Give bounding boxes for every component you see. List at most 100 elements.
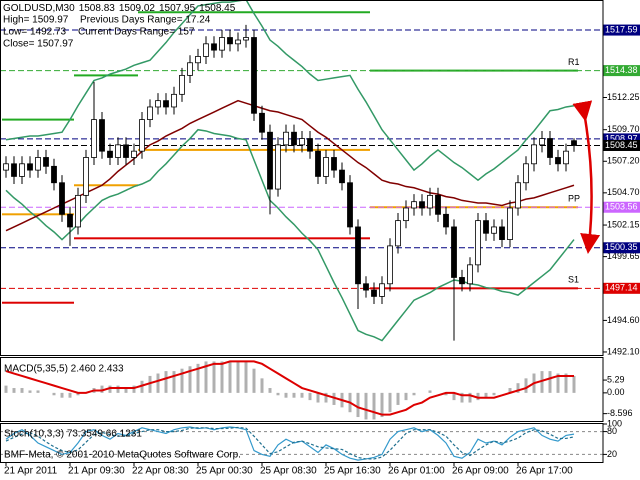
macd-bar	[460, 392, 464, 403]
candle-body	[483, 220, 489, 234]
macd-bar	[36, 390, 40, 393]
pivot-label: R1	[568, 57, 580, 67]
candle-body	[563, 150, 569, 165]
candle-body	[467, 264, 473, 285]
macd-bar	[76, 392, 80, 396]
candle-body	[299, 138, 305, 146]
macd-bar	[364, 392, 368, 420]
macd-bar	[100, 385, 104, 393]
symbol: GOLDUSD,M30	[3, 3, 75, 14]
y-tick-label: -8.596	[607, 408, 633, 418]
level-box	[603, 282, 640, 294]
macd-bar	[380, 392, 384, 418]
macd-bar	[212, 361, 216, 393]
candle-body	[395, 220, 401, 247]
candle-body	[51, 165, 57, 184]
candle-body	[107, 150, 113, 158]
candle-body	[451, 226, 457, 278]
level-box	[603, 201, 640, 213]
y-tick-label: 100	[607, 418, 622, 428]
level-label: 1497.14	[605, 283, 638, 293]
macd-bar	[556, 373, 560, 393]
y-tick-label: 1507.20	[607, 156, 640, 166]
y-tick-label: 20	[607, 449, 617, 459]
candle-body	[331, 157, 337, 171]
level-label: 1503.56	[605, 202, 638, 212]
candle-body	[435, 194, 441, 215]
y-tick-label: 0.00	[607, 387, 625, 397]
macd-bar	[468, 392, 472, 403]
macd-bar	[28, 390, 32, 393]
candle-body	[67, 213, 73, 228]
candle-body	[291, 131, 297, 146]
macd-bar	[132, 385, 136, 393]
stoch-title: Stoch(10,3,3) 73.3549 66.1231	[4, 429, 142, 440]
pivot-label: PP	[568, 194, 580, 204]
macd-bar	[236, 361, 240, 393]
candle-body	[43, 157, 49, 167]
indicator-line	[5, 128, 575, 342]
signal-line	[5, 360, 574, 416]
candle-body	[155, 100, 161, 108]
macd-bar	[564, 373, 568, 393]
candle-body	[171, 93, 177, 108]
candle-body	[227, 37, 233, 45]
macd-bar	[68, 392, 72, 398]
stoch-line	[5, 426, 575, 461]
macd-bar	[284, 392, 288, 398]
level-label: 1508.97	[605, 133, 638, 143]
x-tick-label: 25 Apr 16:30	[324, 466, 381, 477]
macd-bar	[108, 385, 112, 393]
candle-body	[443, 213, 449, 228]
x-tick-label: 26 Apr 17:00	[516, 466, 573, 477]
candle-body	[571, 140, 577, 146]
candle-body	[211, 43, 217, 51]
candle-body	[251, 37, 257, 114]
candle-body	[283, 131, 289, 146]
candle-body	[427, 194, 433, 209]
candle-body	[59, 182, 65, 215]
macd-bar	[428, 390, 432, 393]
candle-body	[187, 62, 193, 76]
main-panel: R1 PP S1	[0, 0, 603, 342]
candle-body	[11, 163, 17, 177]
candle-body	[115, 144, 121, 158]
candle-body	[315, 150, 321, 177]
indicator-line	[5, 0, 575, 182]
candle-body	[555, 157, 561, 165]
candle-body	[531, 144, 537, 165]
candle-body	[499, 226, 505, 240]
axes: 1492.10 1494.60 1499.65 1502.15 1504.70 1507.…	[4, 24, 640, 477]
candle-body	[27, 163, 33, 171]
x-tick-label: 21 Apr 2011	[4, 466, 58, 477]
macd-bar	[524, 378, 528, 393]
candle-body	[515, 182, 521, 209]
stoch-frame	[0, 423, 604, 463]
y-tick-label: 1502.15	[607, 219, 640, 229]
y-tick-label: 1509.70	[607, 124, 640, 134]
last-low: 1507.95	[159, 3, 196, 14]
macd-bar	[372, 392, 376, 420]
macd-bar	[332, 392, 336, 405]
candle-body	[179, 74, 185, 95]
candle-body	[139, 119, 145, 152]
level-label: 1508.45	[605, 140, 638, 150]
level-label: 1500.35	[605, 242, 638, 252]
candle-body	[131, 150, 137, 158]
macd-title: MACD(5,35,5) 2.460 2.433	[4, 364, 124, 375]
macd-bar	[452, 392, 456, 401]
y-tick-label: 1512.25	[607, 92, 640, 102]
macd-bar	[20, 388, 24, 393]
macd-bar	[572, 375, 576, 393]
candle-body	[91, 119, 97, 158]
candle-body	[19, 163, 25, 177]
candle-body	[355, 226, 361, 285]
y-tick-label: 1494.60	[607, 315, 640, 325]
macd-bar	[244, 361, 248, 393]
candle-body	[491, 226, 497, 234]
stoch-line	[5, 426, 575, 460]
last-close: 1508.45	[199, 3, 236, 14]
last-open: 1508.83	[79, 3, 116, 14]
